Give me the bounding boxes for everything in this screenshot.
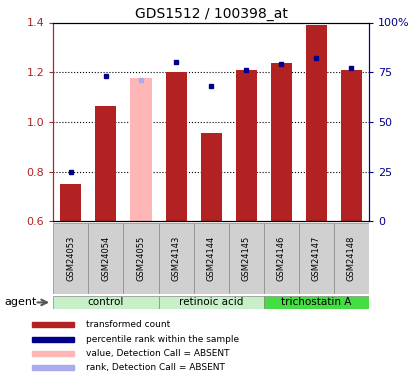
Text: GSM24054: GSM24054: [101, 236, 110, 281]
Bar: [158, 296, 263, 309]
Bar: [53, 223, 88, 294]
Bar: [333, 223, 368, 294]
Text: control: control: [88, 297, 124, 307]
Bar: [305, 25, 326, 221]
Text: trichostatin A: trichostatin A: [281, 297, 351, 307]
Text: agent: agent: [4, 297, 36, 307]
Text: GSM24146: GSM24146: [276, 236, 285, 281]
Bar: [32, 337, 74, 342]
Bar: [298, 223, 333, 294]
Text: transformed count: transformed count: [85, 320, 169, 329]
Bar: [200, 133, 221, 221]
Bar: [340, 70, 361, 221]
Bar: [235, 70, 256, 221]
Text: percentile rank within the sample: percentile rank within the sample: [85, 334, 238, 344]
Bar: [60, 184, 81, 221]
Bar: [263, 223, 298, 294]
Text: GSM24144: GSM24144: [206, 236, 215, 281]
Bar: [228, 223, 263, 294]
Bar: [123, 223, 158, 294]
Text: GSM24148: GSM24148: [346, 236, 355, 281]
Bar: [270, 63, 291, 221]
Bar: [95, 106, 116, 221]
Text: rank, Detection Call = ABSENT: rank, Detection Call = ABSENT: [85, 363, 224, 372]
Text: GSM24145: GSM24145: [241, 236, 250, 281]
Text: GSM24055: GSM24055: [136, 236, 145, 281]
Bar: [165, 72, 186, 221]
Bar: [193, 223, 228, 294]
Text: value, Detection Call = ABSENT: value, Detection Call = ABSENT: [85, 349, 229, 358]
Text: GSM24143: GSM24143: [171, 236, 180, 281]
Bar: [32, 365, 74, 370]
Bar: [158, 223, 193, 294]
Text: GSM24147: GSM24147: [311, 236, 320, 281]
Bar: [32, 351, 74, 356]
Bar: [53, 296, 158, 309]
Bar: [130, 78, 151, 221]
Bar: [263, 296, 368, 309]
Text: retinoic acid: retinoic acid: [178, 297, 243, 307]
Bar: [32, 322, 74, 327]
Title: GDS1512 / 100398_at: GDS1512 / 100398_at: [135, 8, 287, 21]
Bar: [88, 223, 123, 294]
Text: GSM24053: GSM24053: [66, 236, 75, 281]
